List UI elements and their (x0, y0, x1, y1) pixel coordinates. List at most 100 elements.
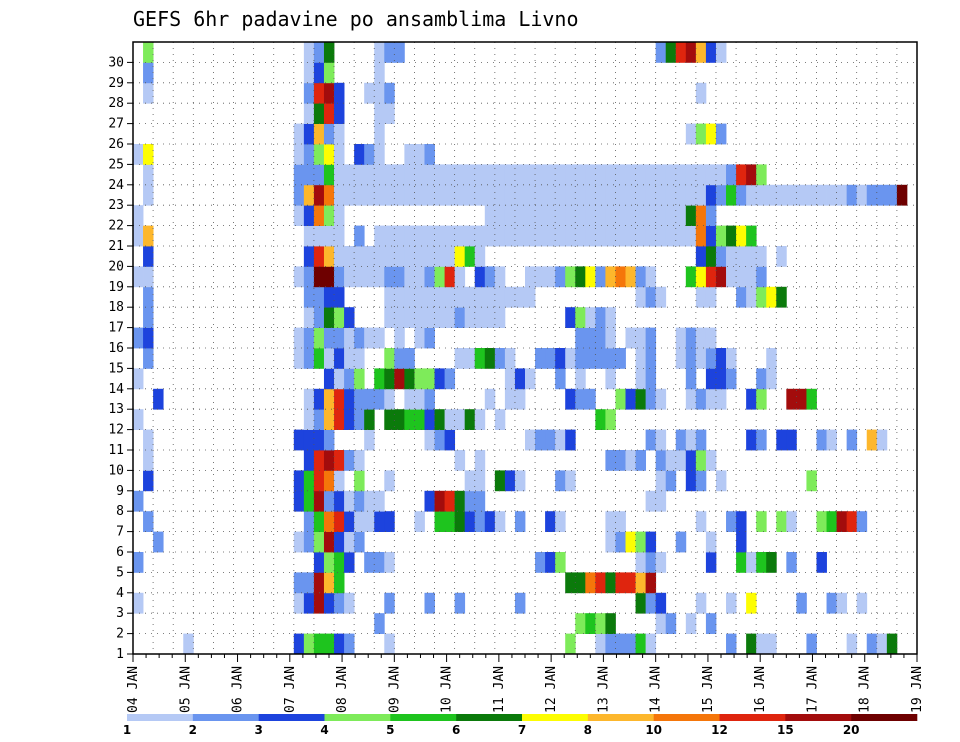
heatmap-cell (394, 164, 405, 186)
heatmap-cell (685, 368, 697, 390)
heatmap-cell (374, 184, 385, 206)
y-tick-label: 24 (108, 178, 124, 193)
heatmap-cell (514, 470, 526, 492)
heatmap-cell (715, 368, 727, 390)
heatmap-cell (414, 184, 425, 206)
heatmap-cell (705, 164, 717, 186)
colorbar-label: 6 (452, 723, 460, 737)
heatmap-cell (886, 184, 898, 206)
heatmap-cell (303, 490, 315, 512)
heatmap-cell (766, 348, 777, 369)
heatmap-cell (344, 450, 355, 471)
heatmap-cell (374, 368, 385, 390)
heatmap-cell (655, 225, 667, 247)
heatmap-cell (746, 552, 757, 573)
heatmap-cell (434, 246, 445, 267)
heatmap-cell (685, 348, 697, 369)
heatmap-cell (655, 552, 667, 573)
heatmap-cell (715, 225, 727, 247)
heatmap-cell (354, 490, 365, 512)
x-tick-label: 12 JAN (544, 666, 559, 713)
heatmap-cell (293, 470, 305, 492)
heatmap-cell (414, 368, 425, 390)
heatmap-cell (695, 429, 707, 451)
y-tick-label: 16 (108, 341, 124, 356)
y-tick-label: 20 (108, 259, 124, 274)
heatmap-cell (504, 164, 516, 186)
colorbar-swatch (324, 714, 391, 721)
heatmap-cell (334, 633, 345, 655)
heatmap-cell (625, 388, 636, 410)
heatmap-cell (434, 368, 445, 390)
heatmap-cell (525, 286, 536, 308)
heatmap-cell (313, 246, 325, 267)
y-tick-label: 19 (108, 280, 124, 295)
heatmap-cell (323, 184, 335, 206)
heatmap-cell (303, 225, 315, 247)
y-tick-label: 27 (108, 117, 124, 132)
heatmap-cell (424, 266, 435, 288)
heatmap-cell (374, 164, 385, 186)
heatmap-cell (143, 470, 154, 492)
colorbar-label: 8 (584, 723, 592, 737)
heatmap-cell (313, 388, 325, 410)
heatmap-cell (514, 592, 526, 614)
heatmap-cell (615, 450, 626, 471)
heatmap-cell (786, 429, 797, 451)
heatmap-cell (293, 184, 305, 206)
heatmap-cell (323, 429, 335, 451)
heatmap-cell (434, 511, 445, 532)
heatmap-cell (504, 205, 516, 226)
heatmap-cell (836, 511, 848, 532)
heatmap-cell (414, 225, 425, 247)
heatmap-cell (313, 225, 325, 247)
heatmap-cell (303, 388, 315, 410)
heatmap-cell (766, 368, 777, 390)
heatmap-cell (394, 184, 405, 206)
heatmap-cell (143, 184, 154, 206)
heatmap-cell (143, 286, 154, 308)
heatmap-cell (605, 368, 616, 390)
heatmap-cell (675, 184, 687, 206)
heatmap-cell (665, 205, 677, 226)
heatmap-cell (695, 511, 707, 532)
heatmap-cell (685, 123, 697, 145)
heatmap-cell (635, 388, 647, 410)
heatmap-cell (776, 246, 787, 267)
heatmap-cell (525, 368, 536, 390)
x-tick-label: 08 JAN (335, 666, 350, 713)
heatmap-cell (645, 368, 657, 390)
heatmap-cell (394, 368, 405, 390)
heatmap-cell (726, 184, 737, 206)
heatmap-cell (695, 205, 707, 226)
heatmap-cell (384, 164, 395, 186)
heatmap-cell (675, 205, 687, 226)
heatmap-cell (756, 164, 767, 186)
heatmap-cell (635, 327, 647, 349)
heatmap-cell (394, 307, 405, 328)
heatmap-cell (715, 470, 727, 492)
heatmap-cell (404, 409, 415, 430)
y-tick-label: 15 (108, 361, 124, 376)
colorbar-swatch (851, 714, 918, 721)
y-tick-label: 30 (108, 55, 124, 70)
heatmap-cell (695, 184, 707, 206)
heatmap-cell (836, 592, 848, 614)
heatmap-cell (685, 266, 697, 288)
heatmap-cell (695, 225, 707, 247)
heatmap-cell (183, 633, 194, 655)
heatmap-cell (876, 633, 888, 655)
heatmap-cell (675, 348, 687, 369)
heatmap-cell (545, 429, 556, 451)
heatmap-cell (323, 286, 335, 308)
heatmap-cell (645, 225, 657, 247)
heatmap-cell (474, 225, 486, 247)
heatmap-cell (374, 327, 385, 349)
heatmap-cell (454, 592, 466, 614)
heatmap-cell (846, 511, 858, 532)
heatmap-cell (323, 368, 335, 390)
heatmap-cell (715, 348, 727, 369)
heatmap-cell (585, 327, 596, 349)
heatmap-cell (726, 164, 737, 186)
heatmap-cell (334, 368, 345, 390)
